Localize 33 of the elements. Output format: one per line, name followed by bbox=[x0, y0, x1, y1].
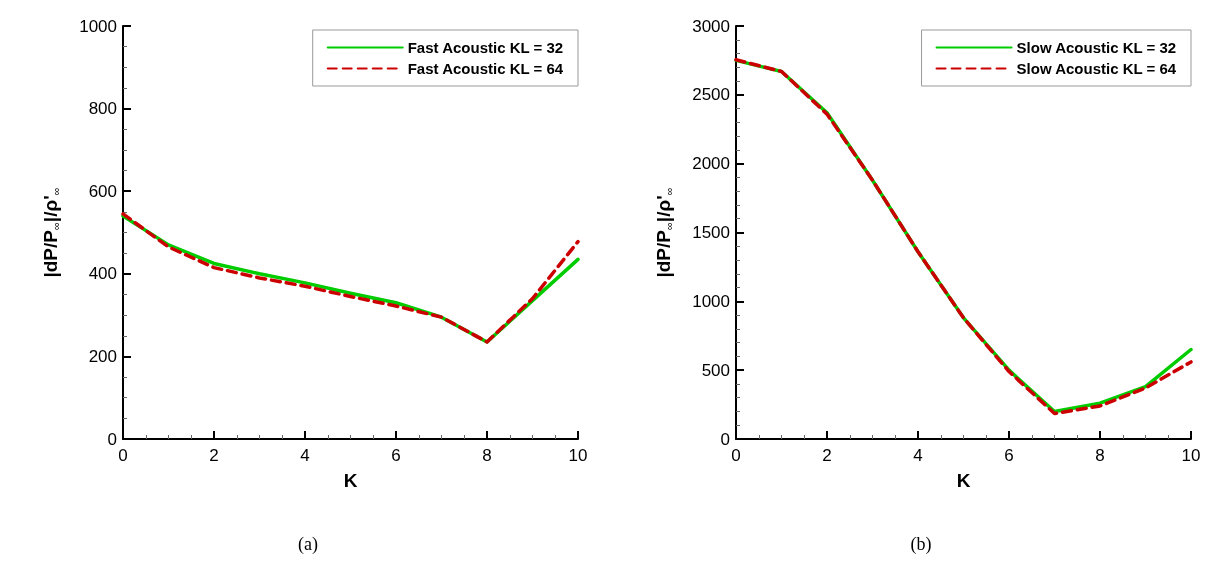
y-tick-label: 3000 bbox=[692, 16, 730, 36]
y-tick-label: 0 bbox=[107, 429, 117, 449]
x-axis-title: K bbox=[343, 470, 358, 491]
text: (b) bbox=[910, 534, 932, 555]
x-tick-label: 10 bbox=[1181, 446, 1201, 465]
x-tick-label: 2 bbox=[822, 446, 832, 465]
legend-label: Slow Acoustic KL = 32 bbox=[1016, 39, 1177, 56]
x-tick-label: 8 bbox=[482, 446, 492, 465]
y-tick-label: 600 bbox=[88, 181, 117, 201]
y-tick-label: 800 bbox=[88, 99, 117, 119]
x-tick-label: 6 bbox=[1004, 446, 1014, 465]
y-axis-title: |dP/P∞|/ρ'∞ bbox=[40, 187, 62, 278]
x-tick-label: 4 bbox=[913, 446, 923, 465]
y-tick-label: 1000 bbox=[79, 16, 117, 36]
y-tick-label: 2000 bbox=[692, 154, 730, 174]
legend-label: Slow Acoustic KL = 64 bbox=[1016, 60, 1177, 77]
x-axis-title: K bbox=[956, 470, 971, 491]
y-axis-title: |dP/P∞|/ρ'∞ bbox=[653, 187, 675, 278]
x-tick-label: 8 bbox=[1095, 446, 1105, 465]
x-tick-label: 4 bbox=[300, 446, 310, 465]
y-tick-label: 2500 bbox=[692, 85, 730, 105]
y-tick-label: 400 bbox=[88, 264, 117, 284]
legend-label: Fast Acoustic KL = 64 bbox=[407, 60, 564, 77]
y-tick-label: 1500 bbox=[692, 223, 730, 242]
text: (a) bbox=[298, 534, 318, 555]
x-tick-label: 6 bbox=[391, 446, 401, 465]
x-tick-label: 10 bbox=[568, 446, 588, 465]
y-tick-label: 0 bbox=[720, 429, 730, 449]
x-tick-label: 2 bbox=[209, 446, 219, 465]
y-tick-label: 500 bbox=[701, 360, 730, 380]
y-tick-label: 1000 bbox=[692, 291, 730, 311]
legend-label: Fast Acoustic KL = 32 bbox=[407, 39, 564, 56]
y-tick-label: 200 bbox=[88, 346, 117, 366]
